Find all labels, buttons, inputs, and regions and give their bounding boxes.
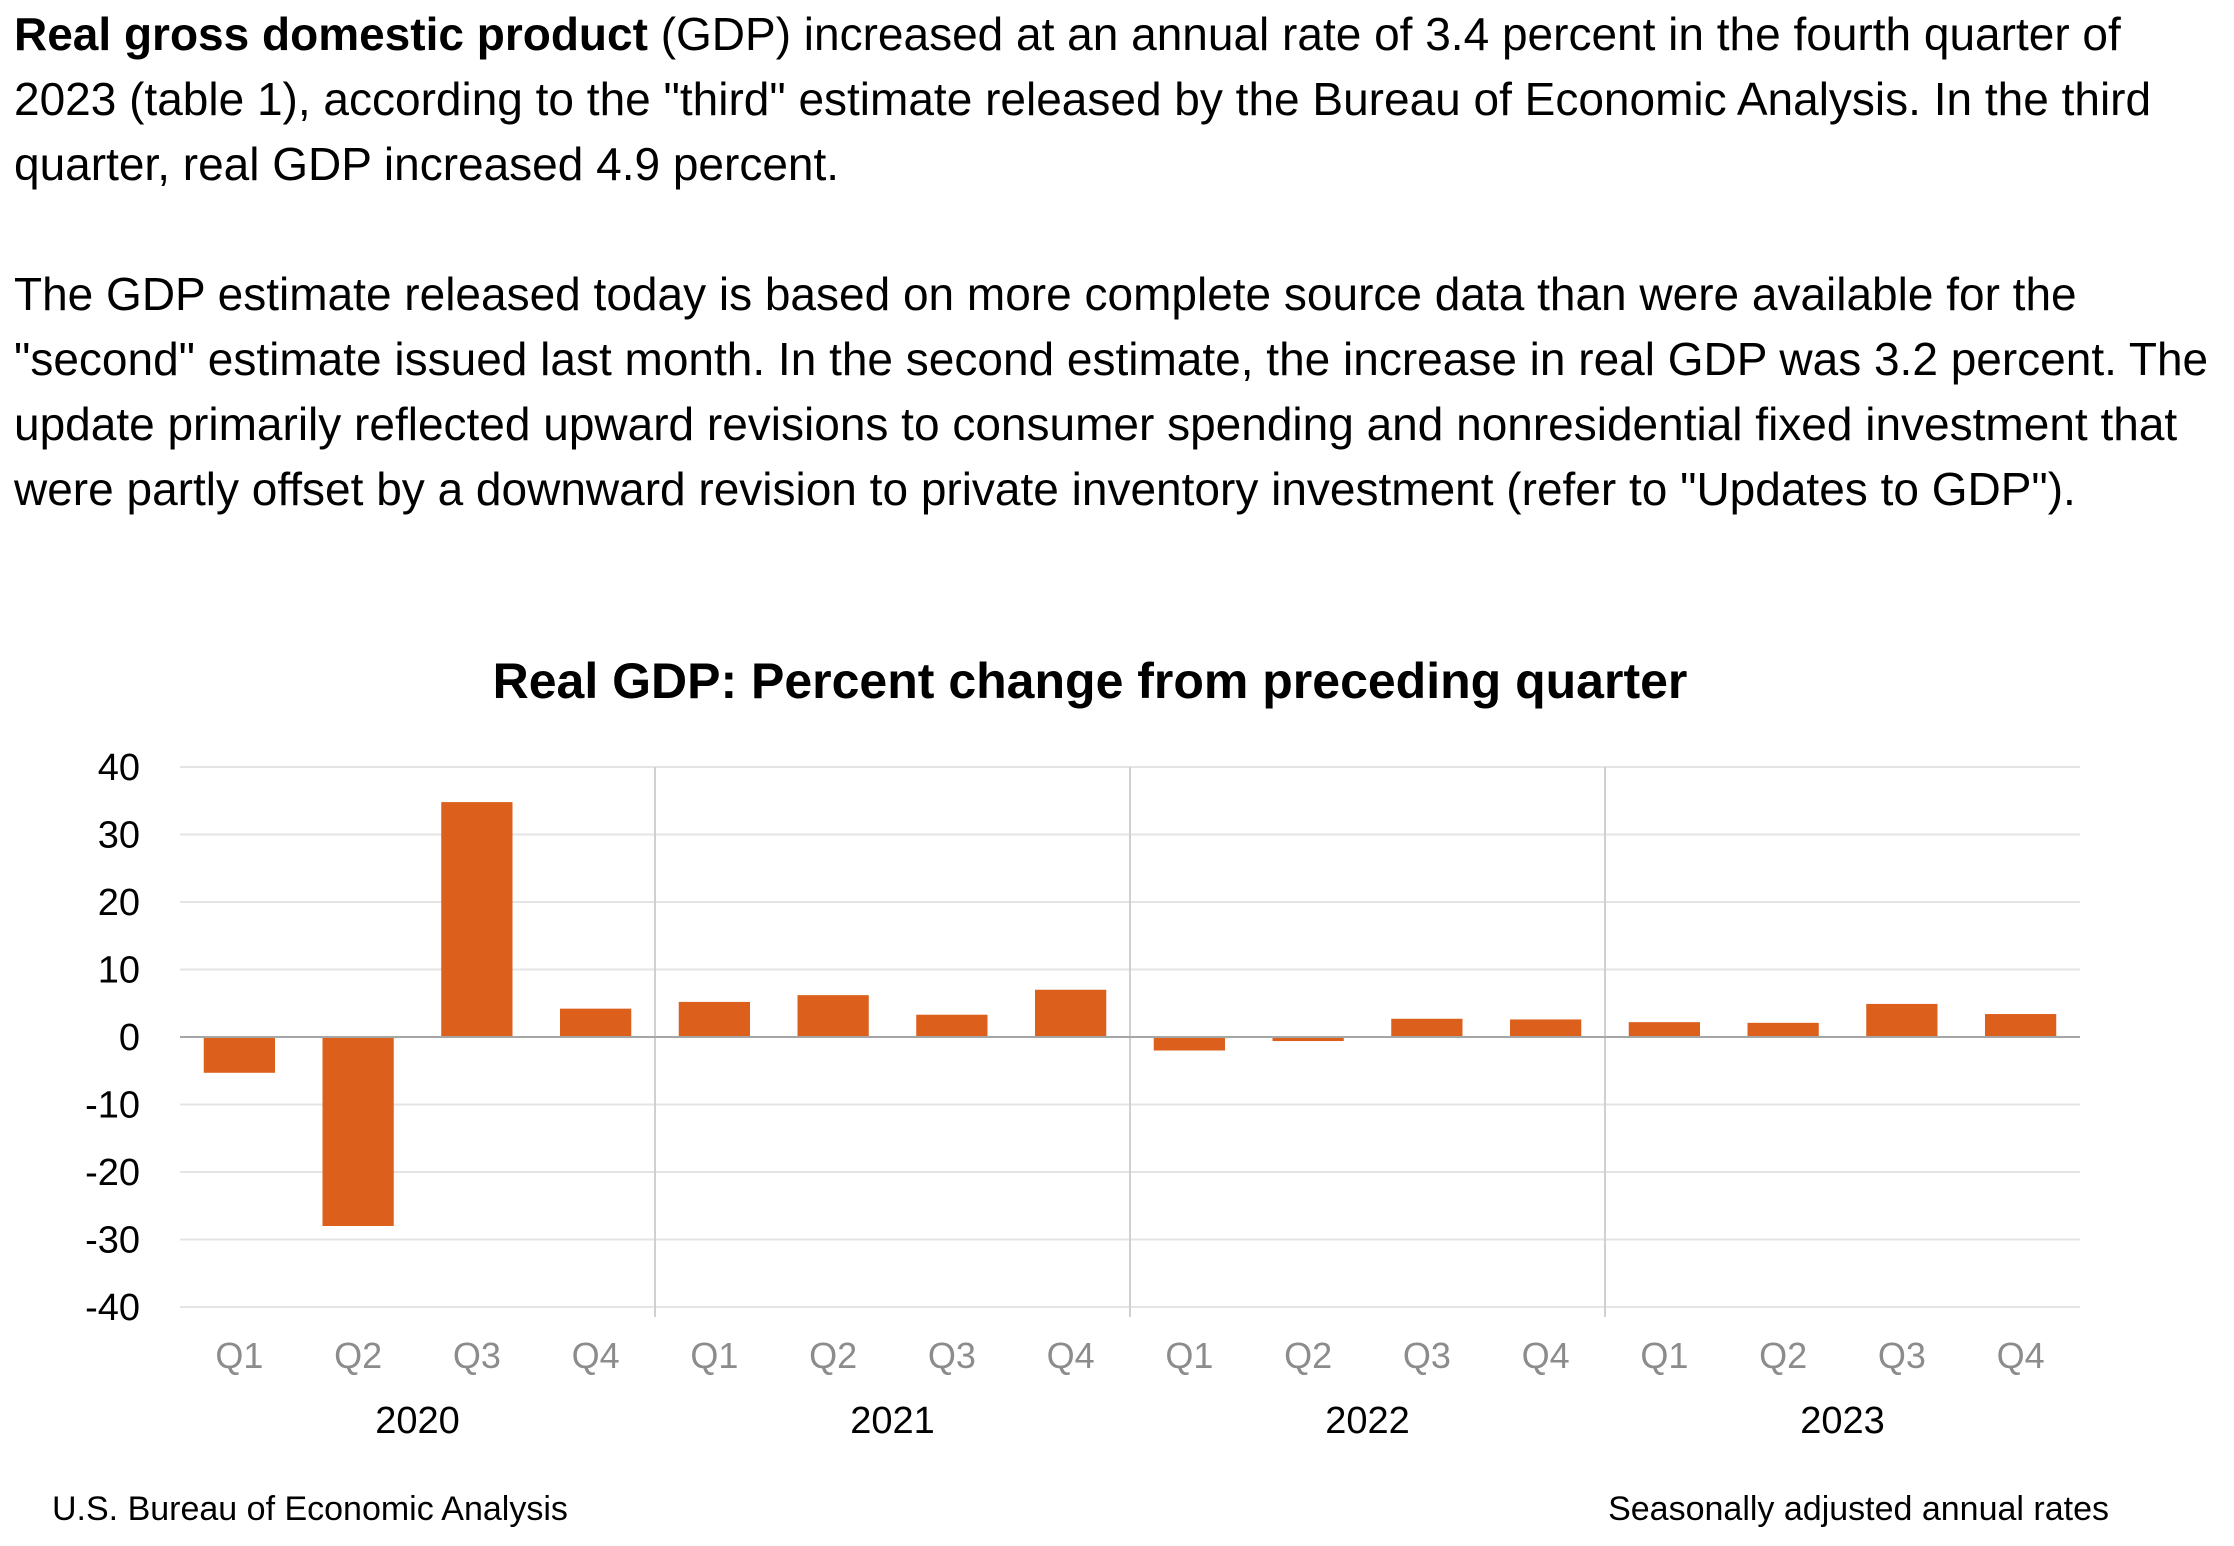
bar (1866, 1003, 1938, 1037)
bar (560, 1008, 632, 1037)
y-tick-label: -10 (85, 1085, 140, 1127)
bar (203, 1037, 275, 1073)
x-tick-label: Q3 (1403, 1335, 1451, 1376)
y-tick-label: 30 (98, 815, 140, 857)
x-tick-label: Q4 (572, 1335, 620, 1376)
bar (1153, 1037, 1225, 1051)
x-tick-label: Q4 (1997, 1335, 2045, 1376)
year-label: 2022 (1325, 1400, 1410, 1442)
year-label: 2020 (375, 1400, 460, 1442)
x-tick-label: Q4 (1522, 1335, 1570, 1376)
y-tick-label: 40 (98, 747, 140, 789)
x-tick-label: Q2 (334, 1335, 382, 1376)
rate-note: Seasonally adjusted annual rates (1608, 1490, 2109, 1528)
bar (1628, 1022, 1700, 1037)
y-tick-label: -20 (85, 1152, 140, 1194)
bar (1510, 1019, 1582, 1037)
year-label: 2021 (850, 1400, 935, 1442)
bar (1391, 1018, 1463, 1037)
intro-text: Real gross domestic product (GDP) increa… (14, 2, 2224, 522)
x-tick-label: Q1 (215, 1335, 263, 1376)
x-tick-label: Q3 (453, 1335, 501, 1376)
x-tick-label: Q3 (1878, 1335, 1926, 1376)
x-tick-label: Q1 (1640, 1335, 1688, 1376)
bar (916, 1014, 988, 1037)
x-tick-label: Q2 (1284, 1335, 1332, 1376)
source-note: U.S. Bureau of Economic Analysis (52, 1490, 568, 1528)
bar (1747, 1022, 1819, 1037)
x-tick-label: Q1 (1165, 1335, 1213, 1376)
bar (1035, 989, 1107, 1037)
intro-paragraph-1-text: (GDP) increased at an annual rate of 3.4… (14, 8, 2152, 190)
x-tick-label: Q3 (928, 1335, 976, 1376)
y-tick-label: -40 (85, 1287, 140, 1329)
x-tick-label: Q2 (1759, 1335, 1807, 1376)
y-tick-label: 10 (98, 950, 140, 992)
bar (441, 802, 513, 1037)
intro-paragraph-1: Real gross domestic product (GDP) increa… (14, 2, 2224, 197)
y-tick-label: -30 (85, 1220, 140, 1262)
x-tick-label: Q2 (809, 1335, 857, 1376)
chart-title: Real GDP: Percent change from preceding … (493, 653, 1688, 709)
y-tick-label: 20 (98, 882, 140, 924)
x-tick-label: Q4 (1047, 1335, 1095, 1376)
y-tick-label: 0 (119, 1017, 140, 1059)
bar (678, 1001, 750, 1037)
intro-lead-bold: Real gross domestic product (14, 8, 648, 60)
intro-paragraph-2: The GDP estimate released today is based… (14, 268, 2209, 515)
year-label: 2023 (1800, 1400, 1885, 1442)
bar (1985, 1014, 2057, 1037)
bar (322, 1037, 394, 1226)
bar (797, 995, 869, 1037)
gdp-bar-chart: Real GDP: Percent change from preceding … (85, 653, 2080, 1442)
x-tick-label: Q1 (690, 1335, 738, 1376)
bar (1272, 1037, 1344, 1042)
